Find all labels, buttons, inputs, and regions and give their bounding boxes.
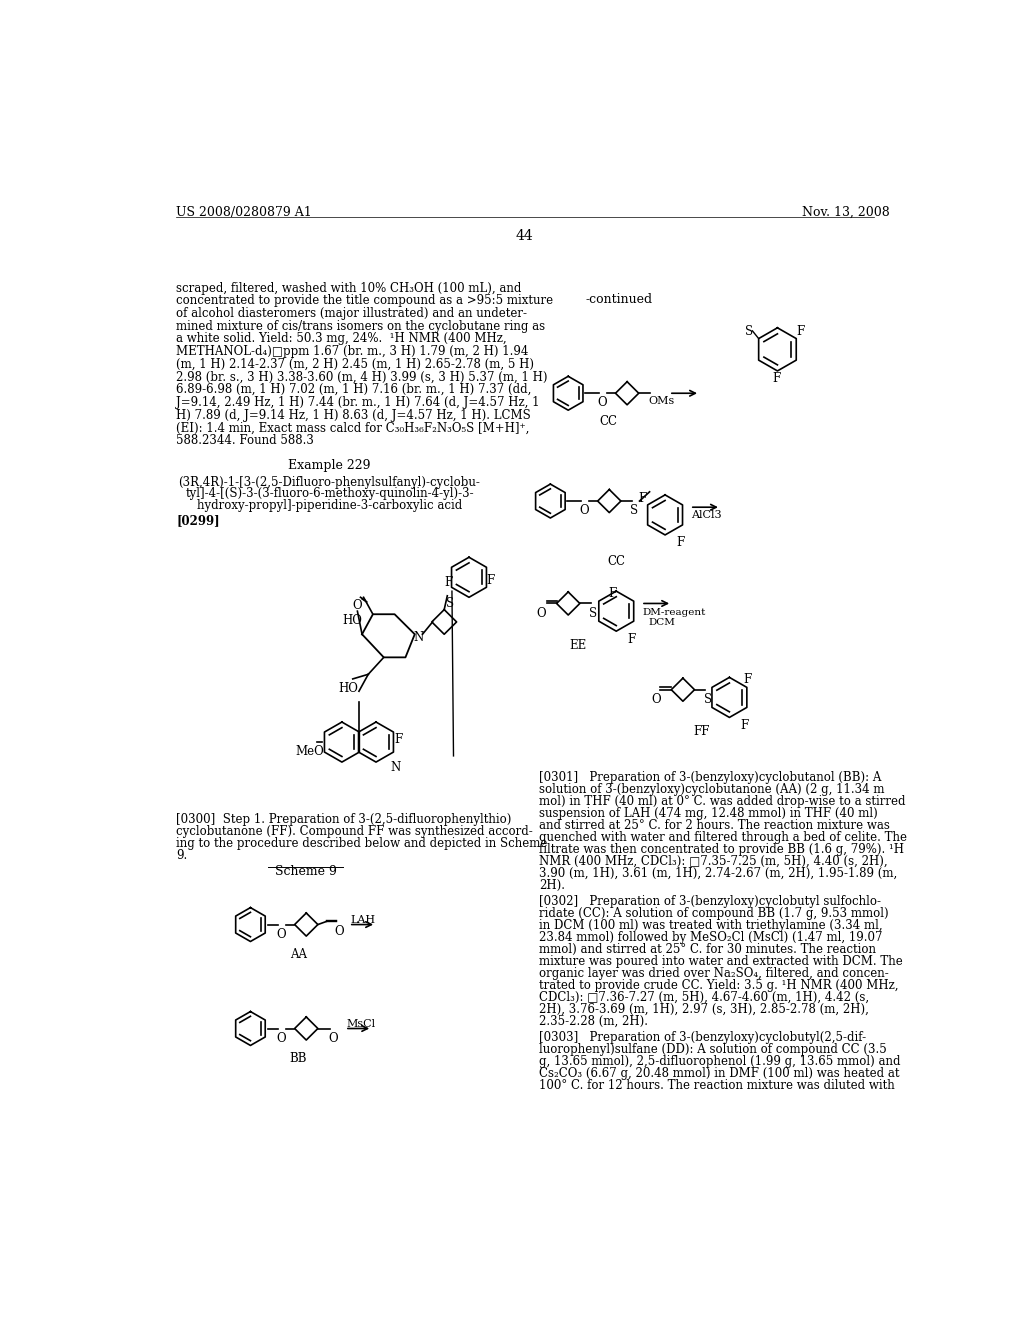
Text: Nov. 13, 2008: Nov. 13, 2008 [802,206,890,219]
Text: 44: 44 [516,230,534,243]
Text: O: O [334,924,344,937]
Text: F: F [639,492,647,504]
Text: mol) in THF (40 ml) at 0° C. was added drop-wise to a stirred: mol) in THF (40 ml) at 0° C. was added d… [539,795,905,808]
Text: CC: CC [599,414,617,428]
Text: DCM: DCM [649,618,676,627]
Text: 2H).: 2H). [539,879,565,892]
Text: concentrated to provide the title compound as a >95:5 mixture: concentrated to provide the title compou… [176,294,553,308]
Text: (3R,4R)-1-[3-(2,5-Difluoro-phenylsulfanyl)-cyclobu-: (3R,4R)-1-[3-(2,5-Difluoro-phenylsulfany… [178,475,480,488]
Text: F: F [743,673,752,686]
Text: O: O [276,928,287,941]
Text: g, 13.65 mmol), 2,5-difluorophenol (1.99 g, 13.65 mmol) and: g, 13.65 mmol), 2,5-difluorophenol (1.99… [539,1055,900,1068]
Text: solution of 3-(benzyloxy)cyclobutanone (AA) (2 g, 11.34 m: solution of 3-(benzyloxy)cyclobutanone (… [539,783,885,796]
Text: O: O [328,1032,338,1044]
Text: METHANOL-d₄)□ppm 1.67 (br. m., 3 H) 1.79 (m, 2 H) 1.94: METHANOL-d₄)□ppm 1.67 (br. m., 3 H) 1.79… [176,345,528,358]
Text: 23.84 mmol) followed by MeSO₂Cl (MsCl) (1.47 ml, 19.07: 23.84 mmol) followed by MeSO₂Cl (MsCl) (… [539,931,883,944]
Text: FF: FF [693,725,710,738]
Text: mixture was poured into water and extracted with DCM. The: mixture was poured into water and extrac… [539,954,902,968]
Text: O: O [598,396,607,409]
Text: cyclobutanone (FF). Compound FF was synthesized accord-: cyclobutanone (FF). Compound FF was synt… [176,825,532,838]
Text: organic layer was dried over Na₂SO₄, filtered, and concen-: organic layer was dried over Na₂SO₄, fil… [539,966,889,979]
Text: O: O [352,599,362,612]
Text: 588.2344. Found 588.3: 588.2344. Found 588.3 [176,434,314,447]
Text: [0302]   Preparation of 3-(benzyloxy)cyclobutyl sulfochlo-: [0302] Preparation of 3-(benzyloxy)cyclo… [539,895,881,908]
Text: F: F [773,372,781,385]
Text: F: F [796,325,804,338]
Text: F: F [486,574,495,587]
Text: tyl]-4-[(S)-3-(3-fluoro-6-methoxy-quinolin-4-yl)-3-: tyl]-4-[(S)-3-(3-fluoro-6-methoxy-quinol… [185,487,474,500]
Text: US 2008/0280879 A1: US 2008/0280879 A1 [176,206,311,219]
Text: -continued: -continued [586,293,652,306]
Text: [0300]  Step 1. Preparation of 3-(2,5-difluorophenylthio): [0300] Step 1. Preparation of 3-(2,5-dif… [176,813,511,826]
Text: S: S [630,504,638,517]
Text: a white solid. Yield: 50.3 mg, 24%.  ¹H NMR (400 MHz,: a white solid. Yield: 50.3 mg, 24%. ¹H N… [176,333,507,346]
Text: N: N [390,760,400,774]
Text: 100° C. for 12 hours. The reaction mixture was diluted with: 100° C. for 12 hours. The reaction mixtu… [539,1078,895,1092]
Text: ing to the procedure described below and depicted in Scheme: ing to the procedure described below and… [176,837,548,850]
Text: mmol) and stirred at 25° C. for 30 minutes. The reaction: mmol) and stirred at 25° C. for 30 minut… [539,942,876,956]
Text: O: O [651,693,660,706]
Text: in DCM (100 ml) was treated with triethylamine (3.34 ml,: in DCM (100 ml) was treated with triethy… [539,919,883,932]
Text: CDCl₃): □7.36-7.27 (m, 5H), 4.67-4.60 (m, 1H), 4.42 (s,: CDCl₃): □7.36-7.27 (m, 5H), 4.67-4.60 (m… [539,991,869,1003]
Text: DM-reagent: DM-reagent [643,609,706,616]
Text: BB: BB [290,1052,307,1065]
Text: ridate (CC): A solution of compound BB (1.7 g, 9.53 mmol): ridate (CC): A solution of compound BB (… [539,907,889,920]
Text: EE: EE [569,639,586,652]
Text: F: F [676,536,684,549]
Text: filtrate was then concentrated to provide BB (1.6 g, 79%). ¹H: filtrate was then concentrated to provid… [539,843,904,855]
Text: Cs₂CO₃ (6.67 g, 20.48 mmol) in DMF (100 ml) was heated at: Cs₂CO₃ (6.67 g, 20.48 mmol) in DMF (100 … [539,1067,899,1080]
Text: suspension of LAH (474 mg, 12.48 mmol) in THF (40 ml): suspension of LAH (474 mg, 12.48 mmol) i… [539,807,878,820]
Text: 2.98 (br. s., 3 H) 3.38-3.60 (m, 4 H) 3.99 (s, 3 H) 5.37 (m, 1 H): 2.98 (br. s., 3 H) 3.38-3.60 (m, 4 H) 3.… [176,371,548,384]
Text: MsCl: MsCl [346,1019,376,1030]
Text: J=9.14, 2.49 Hz, 1 H) 7.44 (br. m., 1 H) 7.64 (d, J=4.57 Hz, 1: J=9.14, 2.49 Hz, 1 H) 7.44 (br. m., 1 H)… [176,396,540,409]
Text: OMs: OMs [649,396,675,407]
Text: O: O [580,504,590,517]
Text: S: S [589,607,597,619]
Text: S: S [744,325,753,338]
Text: F: F [740,719,749,733]
Text: 6.89-6.98 (m, 1 H) 7.02 (m, 1 H) 7.16 (br. m., 1 H) 7.37 (dd,: 6.89-6.98 (m, 1 H) 7.02 (m, 1 H) 7.16 (b… [176,383,531,396]
Text: 2H), 3.76-3.69 (m, 1H), 2.97 (s, 3H), 2.85-2.78 (m, 2H),: 2H), 3.76-3.69 (m, 1H), 2.97 (s, 3H), 2.… [539,1003,868,1015]
Text: Scheme 9: Scheme 9 [275,866,337,878]
Text: scraped, filtered, washed with 10% CH₃OH (100 mL), and: scraped, filtered, washed with 10% CH₃OH… [176,281,521,294]
Text: H) 7.89 (d, J=9.14 Hz, 1 H) 8.63 (d, J=4.57 Hz, 1 H). LCMS: H) 7.89 (d, J=9.14 Hz, 1 H) 8.63 (d, J=4… [176,409,530,421]
Text: [0303]   Preparation of 3-(benzyloxy)cyclobutyl(2,5-dif-: [0303] Preparation of 3-(benzyloxy)cyclo… [539,1031,866,1044]
Text: F: F [627,632,635,645]
Text: luorophenyl)sulfane (DD): A solution of compound CC (3.5: luorophenyl)sulfane (DD): A solution of … [539,1043,887,1056]
Text: AlCl3: AlCl3 [691,511,722,520]
Text: N: N [414,631,424,644]
Text: S: S [703,693,712,706]
Text: quenched with water and filtered through a bed of celite. The: quenched with water and filtered through… [539,832,906,843]
Text: F: F [608,586,616,599]
Text: MeO: MeO [295,744,325,758]
Text: [0301]   Preparation of 3-(benzyloxy)cyclobutanol (BB): A: [0301] Preparation of 3-(benzyloxy)cyclo… [539,771,881,784]
Text: O: O [537,607,546,619]
Text: 2.35-2.28 (m, 2H).: 2.35-2.28 (m, 2H). [539,1015,648,1028]
Text: CC: CC [607,554,626,568]
Text: F: F [444,576,453,589]
Text: mined mixture of cis/trans isomers on the cyclobutane ring as: mined mixture of cis/trans isomers on th… [176,319,545,333]
Text: S: S [445,598,454,610]
Text: 3.90 (m, 1H), 3.61 (m, 1H), 2.74-2.67 (m, 2H), 1.95-1.89 (m,: 3.90 (m, 1H), 3.61 (m, 1H), 2.74-2.67 (m… [539,867,897,880]
Text: F: F [394,733,402,746]
Text: of alcohol diasteromers (major illustrated) and an undeter-: of alcohol diasteromers (major illustrat… [176,308,527,319]
Text: (m, 1 H) 2.14-2.37 (m, 2 H) 2.45 (m, 1 H) 2.65-2.78 (m, 5 H): (m, 1 H) 2.14-2.37 (m, 2 H) 2.45 (m, 1 H… [176,358,535,371]
Text: LAH: LAH [350,915,376,925]
Text: trated to provide crude CC. Yield: 3.5 g. ¹H NMR (400 MHz,: trated to provide crude CC. Yield: 3.5 g… [539,979,898,991]
Text: (EI): 1.4 min, Exact mass calcd for C₃₀H₃₆F₂N₃O₅S [M+H]⁺,: (EI): 1.4 min, Exact mass calcd for C₃₀H… [176,421,529,434]
Text: 9.: 9. [176,849,187,862]
Text: HO: HO [342,614,361,627]
Text: hydroxy-propyl]-piperidine-3-carboxylic acid: hydroxy-propyl]-piperidine-3-carboxylic … [197,499,462,512]
Text: [0299]: [0299] [176,515,220,527]
Text: HO: HO [339,682,358,696]
Text: AA: AA [290,948,307,961]
Text: NMR (400 MHz, CDCl₃): □7.35-7.25 (m, 5H), 4.40 (s, 2H),: NMR (400 MHz, CDCl₃): □7.35-7.25 (m, 5H)… [539,855,888,867]
Text: and stirred at 25° C. for 2 hours. The reaction mixture was: and stirred at 25° C. for 2 hours. The r… [539,818,890,832]
Text: Example 229: Example 229 [288,459,371,471]
Text: O: O [276,1032,287,1044]
